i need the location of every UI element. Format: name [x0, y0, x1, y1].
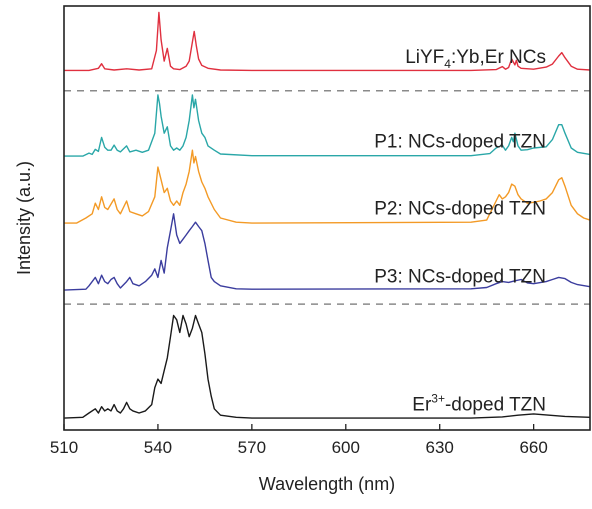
series-lines — [63, 11, 591, 419]
x-axis-label: Wavelength (nm) — [259, 474, 395, 494]
x-tick-label: 630 — [426, 438, 454, 457]
series-label-1: LiYF4:Yb,Er NCs — [405, 47, 546, 71]
series-line-2 — [64, 94, 591, 157]
series-label-2: P1: NCs-doped TZN — [374, 132, 546, 153]
series-label-3: P2: NCs-doped TZN — [374, 199, 546, 220]
x-tick-label: 510 — [50, 438, 78, 457]
x-tick-label: 540 — [144, 438, 172, 457]
series-line-5 — [63, 314, 591, 419]
plot-frame — [63, 5, 591, 431]
x-axis-ticks: 510 540 570 600 630 660 — [50, 424, 548, 457]
x-tick-label: 600 — [332, 438, 360, 457]
y-axis-label: Intensity (a.u.) — [14, 161, 34, 275]
series-line-1 — [64, 11, 591, 72]
series-line-4 — [63, 213, 591, 291]
x-tick-label: 660 — [519, 438, 547, 457]
series-line-3 — [64, 149, 591, 224]
x-tick-label: 570 — [238, 438, 266, 457]
series-label-4: P3: NCs-doped TZN — [374, 266, 546, 287]
divider-lines — [64, 90, 590, 305]
series-labels: LiYF4:Yb,Er NCs P1: NCs-doped TZN P2: NCs-… — [374, 47, 546, 416]
series-label-5: Er3+-doped TZN — [412, 391, 546, 415]
